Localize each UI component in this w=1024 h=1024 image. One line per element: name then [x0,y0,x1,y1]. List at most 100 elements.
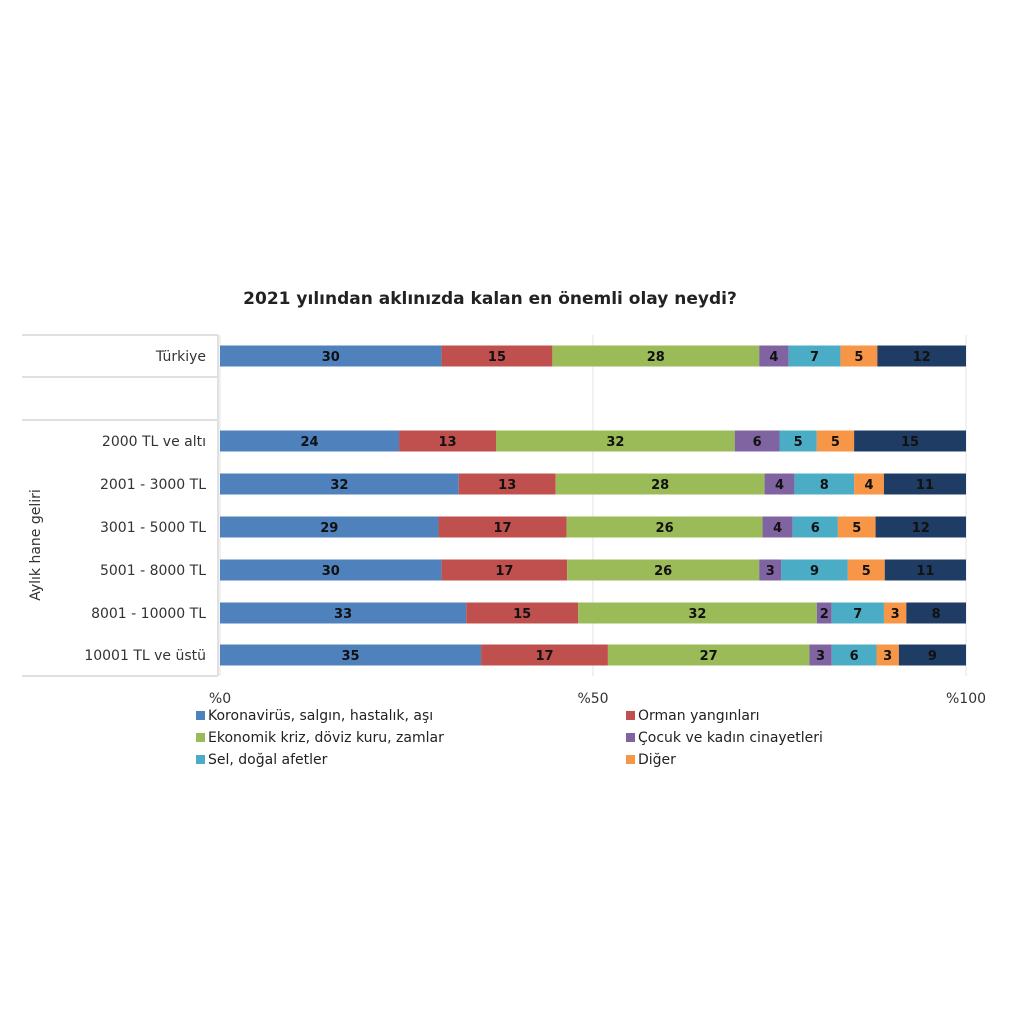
data-label: 17 [495,564,513,579]
data-label: 7 [810,350,819,365]
bar-segment [854,430,966,452]
bar-segment [220,602,467,624]
legend: Koronavirüs, salgın, hastalık, aşı Orman … [196,708,823,768]
legend-label: Koronavirüs, salgın, hastalık, aşı [208,708,433,724]
bar-row: 33 15 32 2 7 3 8 [220,602,966,624]
data-label: 30 [322,564,340,579]
legend-swatch [626,711,635,720]
data-label: 9 [810,564,819,579]
legend-label: Sel, doğal afetler [208,752,328,768]
data-label: 26 [654,564,672,579]
bar-segment [220,473,459,495]
bar-row: 24 13 32 6 5 5 15 [220,430,966,452]
bar-segment [552,345,760,367]
chart-title: 2021 yılından aklınızda kalan en önemli … [243,289,737,309]
bar-segment [466,602,579,624]
data-label: 28 [651,478,669,493]
data-label: 12 [912,521,930,536]
bar-segment [884,559,966,581]
data-label: 12 [913,350,931,365]
bar-segment [816,602,832,624]
data-label: 9 [928,649,937,664]
bar-segment [759,345,789,367]
data-label: 4 [864,478,873,493]
bar-segment [816,430,855,452]
bar-row: 35 17 27 3 6 3 9 [220,644,966,666]
category-label: 2000 TL ve altı [102,434,206,450]
data-label: 11 [916,478,934,493]
data-label: 3 [816,649,825,664]
bar-segment [441,345,553,367]
bar-segment [762,516,793,538]
data-label: 8 [820,478,829,493]
data-label: 33 [334,607,352,622]
bar-segment [788,345,841,367]
data-label: 4 [775,478,784,493]
data-label: 27 [700,649,718,664]
bar-segment [779,430,817,452]
legend-swatch [196,711,205,720]
bar-segment [607,644,810,666]
category-label: 2001 - 3000 TL [100,477,206,493]
bar-segment [734,430,780,452]
data-label: 4 [769,350,778,365]
group-label: Aylık hane geliri [28,489,44,601]
bar-row: 32 13 28 4 8 4 11 [220,473,966,495]
data-label: 5 [862,564,871,579]
bar-row: 30 17 26 3 9 5 11 [220,559,966,581]
data-label: 5 [831,435,840,450]
legend-item: Orman yangınları [626,708,760,724]
data-label: 13 [438,435,456,450]
bar-segment [578,602,817,624]
bar-segment [854,473,884,495]
bar-segment [840,345,878,367]
category-label: 3001 - 5000 TL [100,520,206,536]
bar-segment [438,516,567,538]
data-label: 8 [932,607,941,622]
legend-item: Diğer [626,752,676,768]
data-label: 29 [320,521,338,536]
data-label: 35 [342,649,360,664]
x-tick-label: %100 [946,691,986,707]
x-tick-label: %0 [209,691,231,707]
category-label: 8001 - 10000 TL [91,606,206,622]
bar-segment [883,602,907,624]
bar-segment [759,559,782,581]
legend-swatch [196,755,205,764]
data-label: 4 [773,521,782,536]
category-table [22,334,219,677]
bar-segment [399,430,497,452]
data-label: 6 [850,649,859,664]
bar-row: 30 15 28 4 7 5 12 [220,345,966,367]
legend-label: Diğer [638,752,676,768]
bar-segment [794,473,855,495]
bar-segment [837,516,876,538]
x-tick-label: %50 [577,691,608,707]
bar-segment [481,644,608,666]
data-label: 32 [606,435,624,450]
data-label: 32 [688,607,706,622]
bar-segment [555,473,765,495]
legend-swatch [626,755,635,764]
bar-segment [831,602,884,624]
bar-segment [792,516,838,538]
data-label: 5 [794,435,803,450]
legend-item: Koronavirüs, salgın, hastalık, aşı [196,708,433,724]
legend-label: Orman yangınları [638,708,760,724]
bar-segment [220,345,442,367]
bar-segment [441,559,568,581]
data-label: 17 [494,521,512,536]
data-label: 3 [766,564,775,579]
bar-segment [220,430,400,452]
category-label: Türkiye [155,349,206,365]
bar-segment [876,644,899,666]
data-label: 15 [901,435,919,450]
bar-row: 29 17 26 4 6 5 12 [220,516,966,538]
bar-segment [809,644,832,666]
legend-item: Ekonomik kriz, döviz kuru, zamlar [196,730,444,746]
data-label: 13 [498,478,516,493]
bar-segment [847,559,885,581]
data-label: 5 [852,521,861,536]
bar-segment [906,602,966,624]
